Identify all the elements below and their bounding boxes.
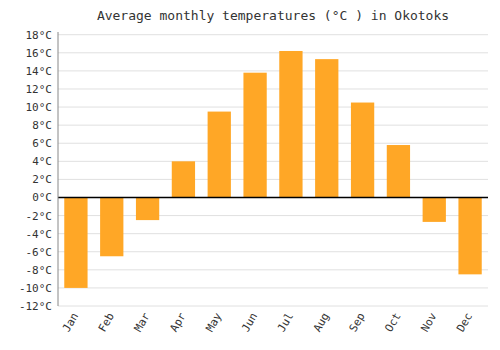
- y-tick-label: 4°C: [32, 155, 52, 168]
- zero-line: [58, 197, 488, 199]
- grid-line: [58, 70, 488, 71]
- grid-line: [58, 125, 488, 126]
- grid-line: [58, 52, 488, 53]
- x-tick-label: Nov: [418, 310, 439, 334]
- grid-line: [58, 287, 488, 288]
- y-tick-label: 0°C: [32, 191, 52, 204]
- y-axis-line: [58, 32, 59, 306]
- grid-line: [58, 269, 488, 270]
- bar: [315, 59, 338, 197]
- y-tick-label: -10°C: [19, 282, 52, 295]
- bars: [64, 51, 481, 288]
- x-tick-label: Dec: [454, 311, 475, 335]
- bar: [100, 197, 123, 256]
- bar: [208, 112, 231, 198]
- y-tick-label: 10°C: [26, 101, 53, 114]
- y-tick-label: 8°C: [32, 119, 52, 132]
- y-tick-label: 12°C: [26, 83, 53, 96]
- bar: [279, 51, 302, 197]
- x-tick-label: Jun: [239, 311, 260, 335]
- grid-line: [58, 34, 488, 35]
- y-tick-label: -8°C: [26, 264, 53, 277]
- grid-line: [58, 107, 488, 108]
- background: [0, 0, 500, 350]
- bar: [387, 145, 410, 197]
- bar: [351, 103, 374, 198]
- bar: [64, 197, 87, 287]
- y-tick-label: 2°C: [32, 173, 52, 186]
- y-tick-label: -6°C: [26, 246, 53, 259]
- y-tick-label: 14°C: [26, 65, 53, 78]
- x-tick-label: Sep: [347, 311, 368, 335]
- x-tick-label: May: [203, 310, 224, 334]
- bar: [136, 197, 159, 220]
- x-tick-label: Feb: [96, 311, 117, 335]
- grid-line: [58, 179, 488, 180]
- y-tick-label: 16°C: [26, 47, 53, 60]
- x-tick-label: Apr: [167, 310, 188, 334]
- chart: Average monthly temperatures (°C ) in Ok…: [0, 0, 500, 350]
- x-tick-label: Oct: [382, 311, 403, 335]
- x-tick-label: Mar: [132, 310, 153, 334]
- grid-line: [58, 88, 488, 89]
- y-tick-label: 18°C: [26, 29, 53, 42]
- x-tick-label: Aug: [311, 311, 332, 335]
- grid-line: [58, 306, 488, 307]
- x-tick-label: Jul: [275, 311, 296, 335]
- grid-line: [58, 143, 488, 144]
- y-tick-label: 6°C: [32, 137, 52, 150]
- y-tick-label: -12°C: [19, 300, 52, 313]
- grid-line: [58, 161, 488, 162]
- grid-line: [58, 197, 488, 198]
- y-tick-label: -2°C: [26, 210, 53, 223]
- y-tick-label: -4°C: [26, 228, 53, 241]
- title: Average monthly temperatures (°C ) in Ok…: [97, 8, 449, 23]
- x-tick-label: Jan: [60, 311, 81, 335]
- bar: [423, 197, 446, 221]
- bar: [458, 197, 481, 274]
- bar: [243, 73, 266, 198]
- bar: [172, 161, 195, 197]
